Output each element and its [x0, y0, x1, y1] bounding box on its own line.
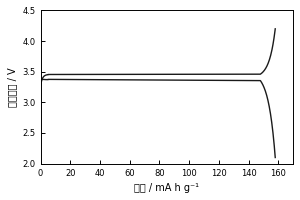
- Y-axis label: 充放电压 / V: 充放电压 / V: [7, 67, 17, 107]
- X-axis label: 容量 / mA h g⁻¹: 容量 / mA h g⁻¹: [134, 183, 199, 193]
